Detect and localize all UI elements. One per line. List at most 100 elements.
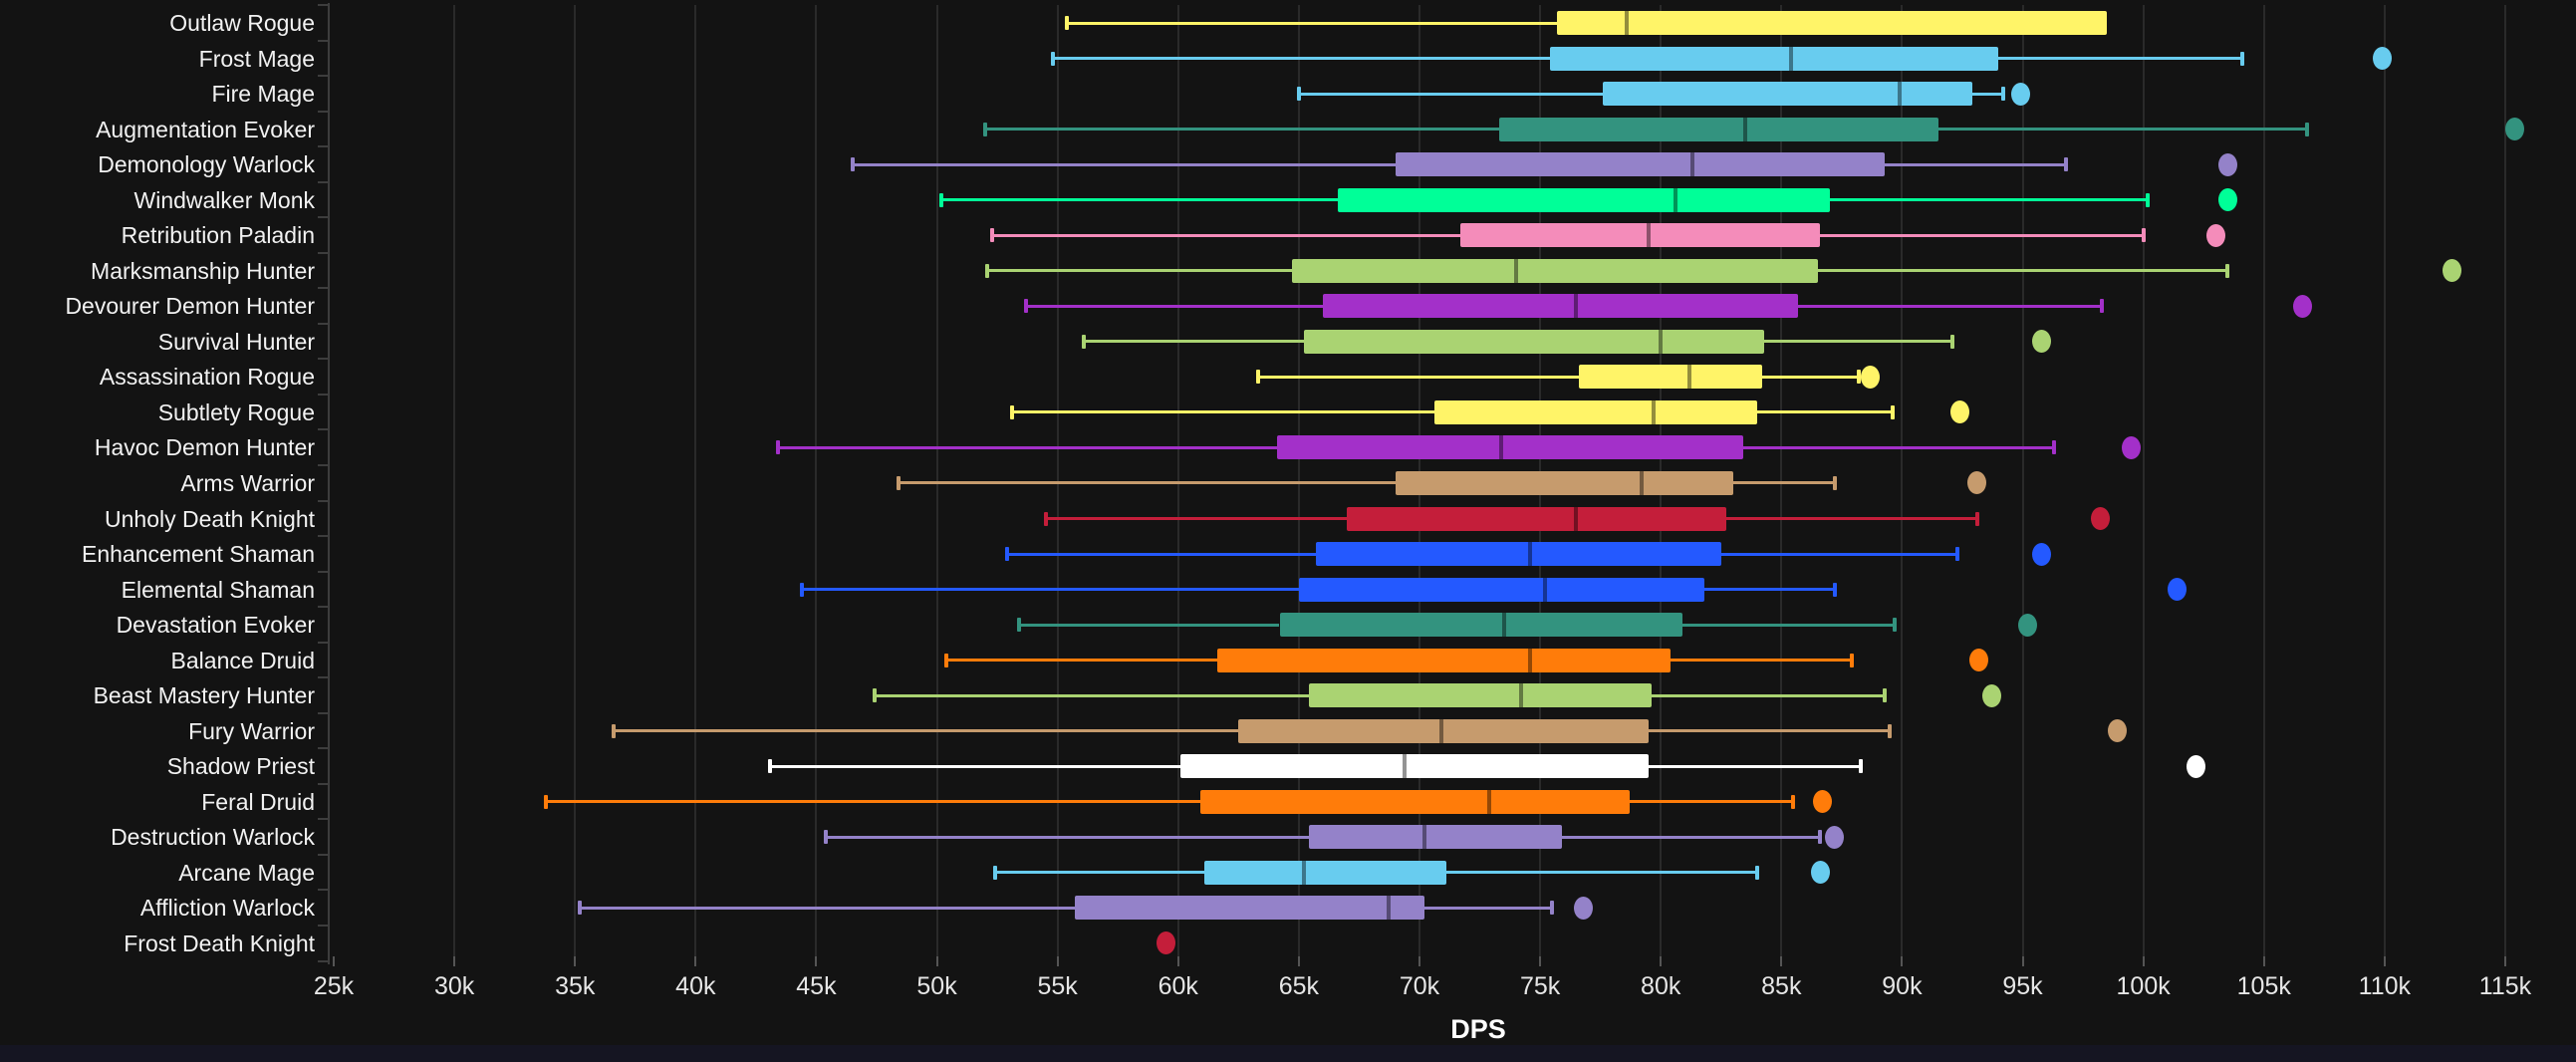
whisker-cap-low-shadow-priest xyxy=(768,759,773,774)
outlier-dot-fury-warrior[interactable] xyxy=(2107,719,2127,743)
boxplot-box-outlaw-rogue[interactable] xyxy=(1557,11,2108,35)
whisker-cap-low-elemental-shaman xyxy=(799,582,804,597)
outlier-dot-affliction-warlock[interactable] xyxy=(1574,896,1594,920)
outlier-dot-augmentation-evoker[interactable] xyxy=(2505,118,2525,141)
y-axis-tick xyxy=(318,818,329,821)
boxplot-box-enhancement-shaman[interactable] xyxy=(1315,542,1721,567)
category-label-assassination-rogue[interactable]: Assassination Rogue xyxy=(99,364,315,391)
outlier-dot-demonology-warlock[interactable] xyxy=(2217,152,2237,176)
category-label-affliction-warlock[interactable]: Affliction Warlock xyxy=(139,895,315,922)
outlier-dot-devourer-demon-hunter[interactable] xyxy=(2293,294,2312,318)
category-label-arcane-mage[interactable]: Arcane Mage xyxy=(178,859,315,886)
outlier-dot-frost-mage[interactable] xyxy=(2372,47,2392,71)
boxplot-box-unholy-death-knight[interactable] xyxy=(1347,506,1726,531)
category-label-elemental-shaman[interactable]: Elemental Shaman xyxy=(121,576,315,603)
y-axis-tick xyxy=(318,711,329,714)
category-label-frost-mage[interactable]: Frost Mage xyxy=(198,45,315,72)
boxplot-box-demonology-warlock[interactable] xyxy=(1395,152,1886,177)
x-tick-label: 85k xyxy=(1761,972,1802,1000)
outlier-dot-beast-mastery-hunter[interactable] xyxy=(1981,683,2001,707)
y-axis-tick xyxy=(318,959,329,962)
whisker-cap-high-windwalker-monk xyxy=(2146,192,2151,207)
boxplot-box-feral-druid[interactable] xyxy=(1199,789,1630,814)
outlier-dot-survival-hunter[interactable] xyxy=(2032,330,2052,354)
category-label-retribution-paladin[interactable]: Retribution Paladin xyxy=(121,222,315,249)
boxplot-box-augmentation-evoker[interactable] xyxy=(1498,117,1938,141)
category-label-destruction-warlock[interactable]: Destruction Warlock xyxy=(111,824,315,851)
outlier-dot-balance-druid[interactable] xyxy=(1969,649,1989,672)
whisker-high-unholy-death-knight xyxy=(1725,517,1977,521)
boxplot-box-arcane-mage[interactable] xyxy=(1204,860,1446,885)
boxplot-box-windwalker-monk[interactable] xyxy=(1337,187,1830,212)
category-label-demonology-warlock[interactable]: Demonology Warlock xyxy=(98,151,315,178)
category-label-devastation-evoker[interactable]: Devastation Evoker xyxy=(116,612,315,639)
boxplot-box-survival-hunter[interactable] xyxy=(1303,329,1765,354)
boxplot-box-beast-mastery-hunter[interactable] xyxy=(1308,683,1652,708)
outlier-dot-havoc-demon-hunter[interactable] xyxy=(2122,435,2142,459)
y-axis-tick xyxy=(318,463,329,466)
category-label-fire-mage[interactable]: Fire Mage xyxy=(211,81,315,108)
boxplot-box-subtlety-rogue[interactable] xyxy=(1433,399,1758,424)
outlier-dot-unholy-death-knight[interactable] xyxy=(2090,507,2110,531)
boxplot-box-havoc-demon-hunter[interactable] xyxy=(1277,435,1743,460)
whisker-low-unholy-death-knight xyxy=(1045,517,1348,521)
outlier-dot-feral-druid[interactable] xyxy=(1812,790,1832,814)
category-label-augmentation-evoker[interactable]: Augmentation Evoker xyxy=(96,116,315,142)
boxplot-box-shadow-priest[interactable] xyxy=(1180,754,1650,779)
outlier-dot-shadow-priest[interactable] xyxy=(2187,754,2206,778)
boxplot-box-marksmanship-hunter[interactable] xyxy=(1291,258,1818,283)
category-label-arms-warrior[interactable]: Arms Warrior xyxy=(180,469,315,496)
category-label-feral-druid[interactable]: Feral Druid xyxy=(201,788,315,815)
boxplot-box-devastation-evoker[interactable] xyxy=(1279,613,1682,638)
whisker-low-devastation-evoker xyxy=(1018,623,1280,627)
boxplot-box-destruction-warlock[interactable] xyxy=(1308,825,1562,850)
outlier-dot-devastation-evoker[interactable] xyxy=(2017,613,2037,637)
boxplot-box-balance-druid[interactable] xyxy=(1216,648,1671,672)
outlier-dot-windwalker-monk[interactable] xyxy=(2217,188,2237,212)
outlier-dot-marksmanship-hunter[interactable] xyxy=(2443,259,2462,283)
outlier-dot-arms-warrior[interactable] xyxy=(1967,471,1987,495)
boxplot-box-devourer-demon-hunter[interactable] xyxy=(1323,294,1799,319)
category-label-marksmanship-hunter[interactable]: Marksmanship Hunter xyxy=(91,257,315,284)
whisker-low-elemental-shaman xyxy=(801,588,1299,592)
boxplot-box-elemental-shaman[interactable] xyxy=(1298,577,1704,602)
category-label-survival-hunter[interactable]: Survival Hunter xyxy=(157,328,315,355)
whisker-high-marksmanship-hunter xyxy=(1817,269,2228,273)
category-label-subtlety-rogue[interactable]: Subtlety Rogue xyxy=(157,398,315,425)
whisker-cap-low-frost-mage xyxy=(1050,51,1055,66)
median-line-unholy-death-knight xyxy=(1574,506,1579,531)
boxplot-box-fury-warrior[interactable] xyxy=(1238,718,1650,743)
outlier-dot-subtlety-rogue[interactable] xyxy=(1950,400,1970,424)
category-label-shadow-priest[interactable]: Shadow Priest xyxy=(166,753,315,780)
outlier-dot-destruction-warlock[interactable] xyxy=(1825,825,1845,849)
category-label-havoc-demon-hunter[interactable]: Havoc Demon Hunter xyxy=(94,434,315,461)
boxplot-box-assassination-rogue[interactable] xyxy=(1578,365,1762,390)
category-label-enhancement-shaman[interactable]: Enhancement Shaman xyxy=(82,541,315,568)
outlier-dot-enhancement-shaman[interactable] xyxy=(2032,542,2052,566)
category-label-beast-mastery-hunter[interactable]: Beast Mastery Hunter xyxy=(93,682,315,709)
category-label-balance-druid[interactable]: Balance Druid xyxy=(170,647,315,673)
category-label-unholy-death-knight[interactable]: Unholy Death Knight xyxy=(105,505,315,532)
category-label-fury-warrior[interactable]: Fury Warrior xyxy=(188,717,315,744)
x-tick-label: 75k xyxy=(1519,972,1561,1000)
outlier-dot-elemental-shaman[interactable] xyxy=(2168,578,2188,602)
boxplot-box-retribution-paladin[interactable] xyxy=(1460,223,1821,248)
category-label-windwalker-monk[interactable]: Windwalker Monk xyxy=(133,186,316,213)
category-label-outlaw-rogue[interactable]: Outlaw Rogue xyxy=(169,10,315,36)
boxplot-box-fire-mage[interactable] xyxy=(1603,82,1972,107)
boxplot-box-affliction-warlock[interactable] xyxy=(1074,896,1424,921)
outlier-dot-assassination-rogue[interactable] xyxy=(1861,365,1881,389)
y-axis-tick xyxy=(318,251,329,254)
y-axis-tick xyxy=(318,641,329,644)
outlier-dot-fire-mage[interactable] xyxy=(2010,82,2030,106)
whisker-low-arms-warrior xyxy=(898,481,1396,485)
outlier-dot-retribution-paladin[interactable] xyxy=(2205,223,2225,247)
boxplot-box-arms-warrior[interactable] xyxy=(1395,470,1733,495)
outlier-dot-frost-death-knight[interactable] xyxy=(1157,931,1176,955)
category-label-frost-death-knight[interactable]: Frost Death Knight xyxy=(124,929,315,956)
category-label-devourer-demon-hunter[interactable]: Devourer Demon Hunter xyxy=(65,293,315,320)
y-axis-tick xyxy=(318,216,329,219)
boxplot-box-frost-mage[interactable] xyxy=(1549,46,1999,71)
outlier-dot-arcane-mage[interactable] xyxy=(1810,861,1830,885)
x-tick-label: 55k xyxy=(1037,972,1078,1000)
